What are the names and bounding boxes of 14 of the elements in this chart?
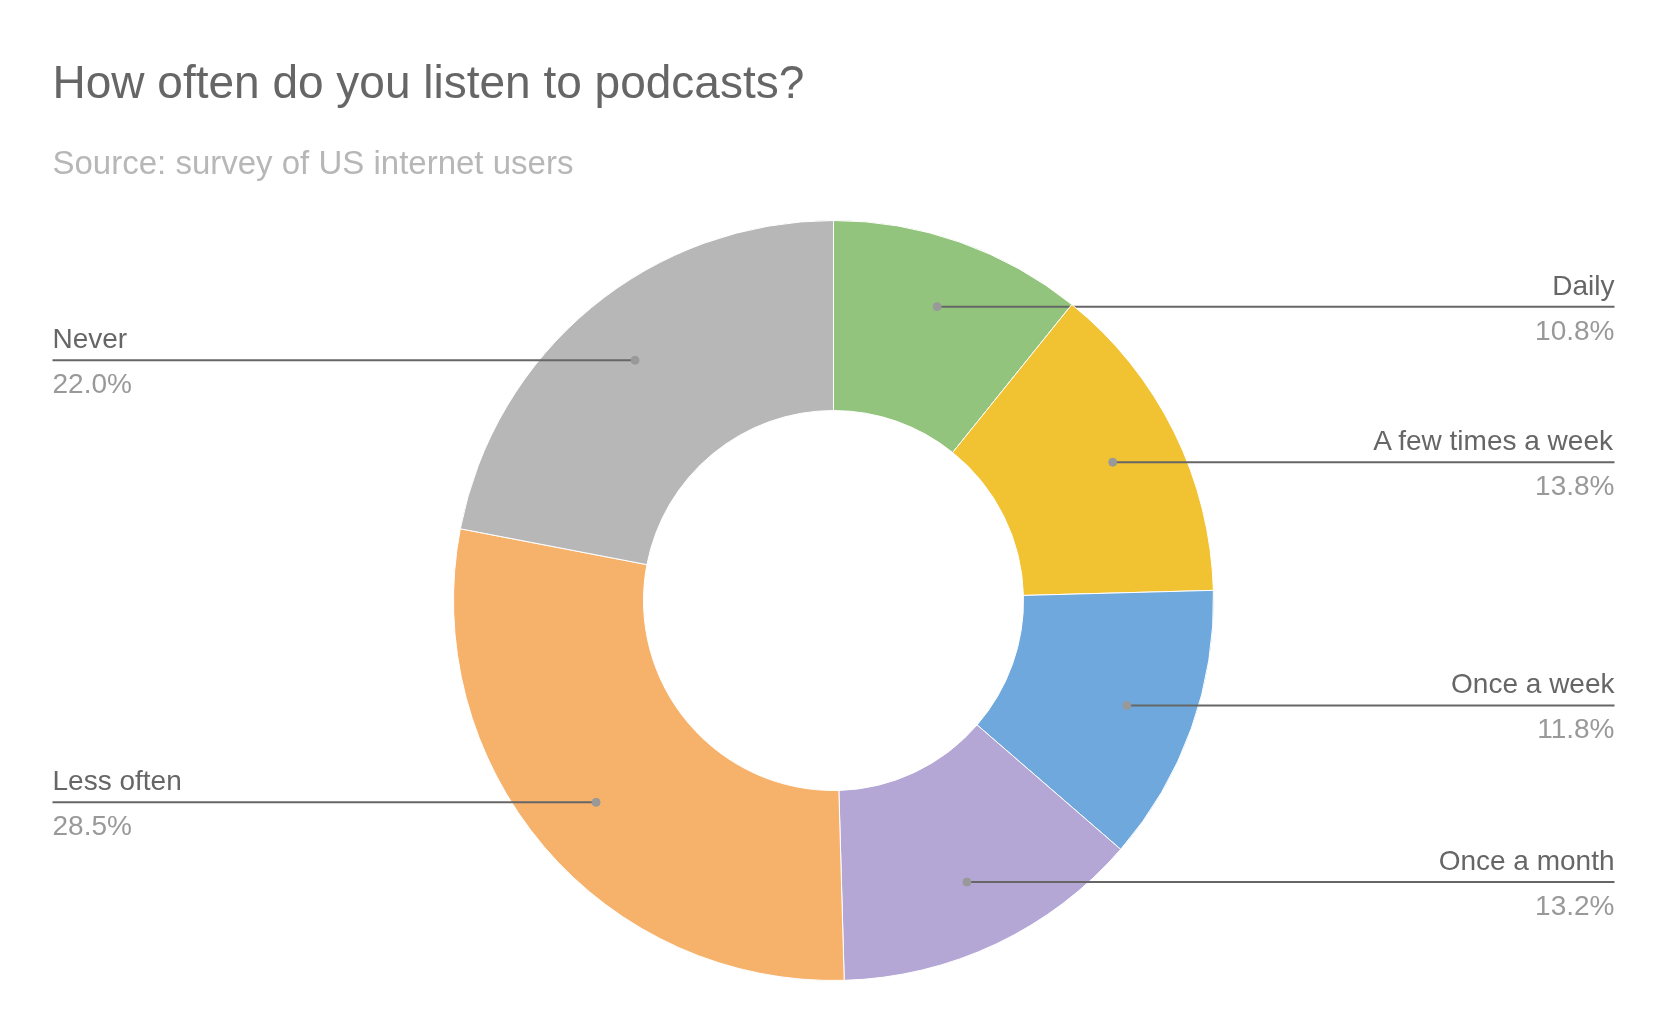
chart-subtitle: Source: survey of US internet users (52, 143, 574, 181)
data-label: 28.5% (52, 810, 132, 842)
chart-title: How often do you listen to podcasts? (52, 55, 805, 108)
data-label: 22.0% (52, 368, 132, 400)
slice-label: A few times a week (1373, 425, 1614, 457)
slice-label: Never (52, 323, 128, 355)
slice-label: Less often (52, 765, 182, 797)
data-label: 11.8% (1537, 713, 1615, 745)
slice-label: Once a month (1438, 845, 1615, 877)
data-label: 13.2% (1535, 890, 1615, 922)
slice-label: Once a week (1451, 668, 1616, 700)
slice-label: Daily (1552, 269, 1615, 301)
data-label: 13.8% (1535, 470, 1615, 502)
data-label: 10.8% (1535, 314, 1615, 346)
